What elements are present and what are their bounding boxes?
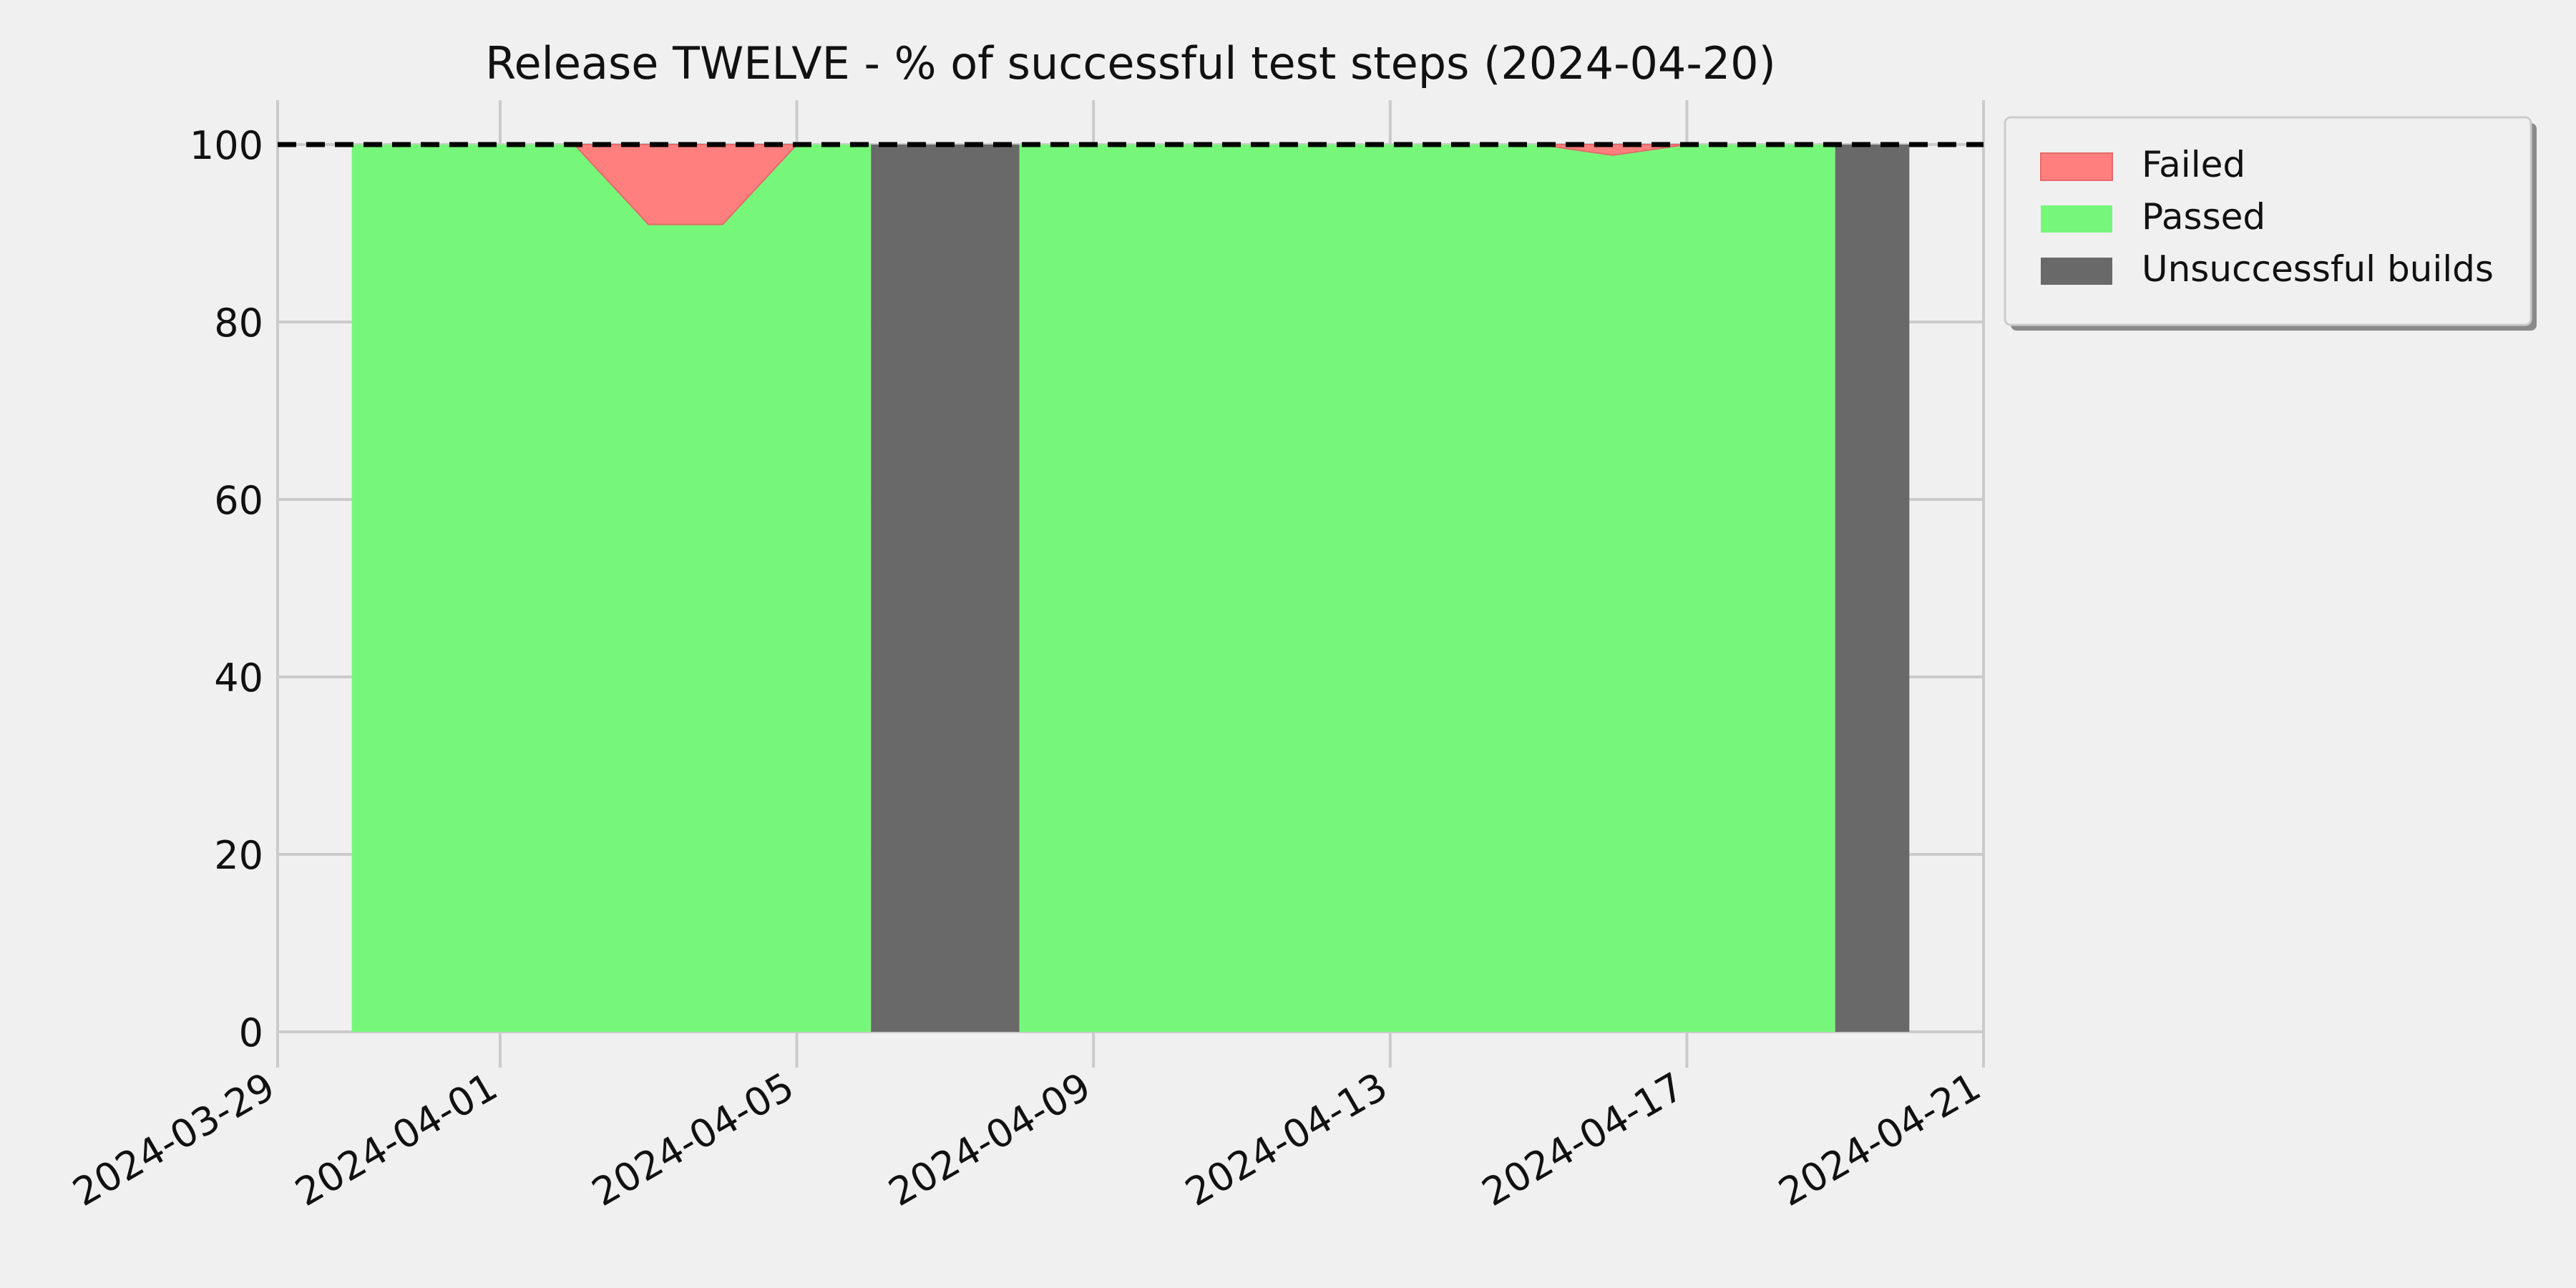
y-tick-label: 60 [214, 478, 263, 523]
y-tick-label: 0 [239, 1010, 263, 1055]
legend-label: Unsuccessful builds [2142, 248, 2494, 290]
passed-area [351, 145, 872, 1032]
chart-title: Release TWELVE - % of successful test st… [485, 37, 1776, 89]
passed-area [1019, 145, 1835, 1032]
y-tick-label: 80 [214, 301, 263, 346]
legend-label: Failed [2142, 144, 2245, 185]
plot-area [278, 142, 1984, 1032]
unsuccessful-build-bar [1835, 145, 1910, 1032]
y-tick-label: 20 [214, 833, 263, 878]
y-axis: 0 20 40 60 80 100 [190, 123, 263, 1055]
legend-swatch [2040, 152, 2113, 181]
y-tick-label: 100 [190, 123, 263, 168]
y-tick-label: 40 [214, 655, 263, 701]
legend: Failed Passed Unsuccessful builds [2004, 116, 2537, 331]
legend-swatch [2041, 205, 2112, 233]
legend-label: Passed [2142, 196, 2265, 238]
legend-swatch [2041, 258, 2112, 285]
unsuccessful-build-bar [871, 145, 1020, 1032]
legend-box [2004, 116, 2532, 326]
